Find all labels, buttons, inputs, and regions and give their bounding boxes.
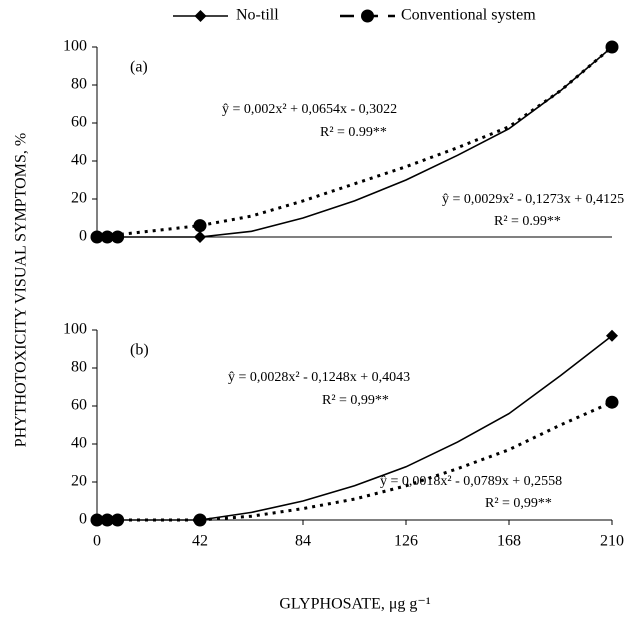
annotation: R² = 0.99** <box>320 125 387 140</box>
y-tick-label: 0 <box>79 228 87 245</box>
fit-line <box>97 46 613 238</box>
y-tick-label: 60 <box>71 397 87 414</box>
y-tick-label: 20 <box>71 473 87 490</box>
annotation: ŷ = 0,0028x² - 0,1248x + 0,4043 <box>228 370 410 385</box>
x-tick-label: 126 <box>394 533 418 550</box>
y-axis-title: PHYTHOTOXICITY VISUAL SYMPTOMS, % <box>13 133 30 447</box>
fit-line <box>97 335 613 521</box>
y-tick-label: 100 <box>63 321 87 338</box>
data-point <box>193 219 207 233</box>
panel-label: (a) <box>130 59 148 76</box>
data-point <box>90 230 104 244</box>
x-tick-label: 210 <box>600 533 624 550</box>
data-point <box>90 513 104 527</box>
data-point <box>606 329 618 342</box>
legend-marker <box>194 10 207 22</box>
x-tick-label: 0 <box>93 533 101 550</box>
data-point <box>194 231 206 243</box>
y-tick-label: 20 <box>71 190 87 207</box>
annotation: R² = 0,99** <box>485 496 552 511</box>
y-tick-label: 80 <box>71 76 87 93</box>
legend-marker <box>361 9 374 23</box>
annotation: ŷ = 0,002x² + 0,0654x - 0,3022 <box>222 102 397 117</box>
y-tick-label: 40 <box>71 152 87 169</box>
data-point <box>193 513 207 527</box>
data-point <box>100 513 114 527</box>
x-axis-title: GLYPHOSATE, μg g⁻¹ <box>279 596 431 613</box>
y-tick-label: 0 <box>79 511 87 528</box>
y-tick-label: 80 <box>71 359 87 376</box>
x-tick-label: 84 <box>295 533 311 550</box>
fit-line <box>96 45 613 239</box>
data-point <box>100 230 114 244</box>
y-tick-label: 60 <box>71 114 87 131</box>
data-point <box>111 230 125 244</box>
annotation: ŷ = 0,0029x² - 0,1273x + 0,4125 <box>442 192 624 207</box>
x-tick-label: 42 <box>192 533 208 550</box>
data-point <box>605 395 619 409</box>
annotation: R² = 0.99** <box>494 214 561 229</box>
data-point <box>605 40 619 54</box>
y-tick-label: 100 <box>63 38 87 55</box>
annotation: ŷ = 0,0018x² - 0,0789x + 0,2558 <box>380 474 562 489</box>
x-tick-label: 168 <box>497 533 521 550</box>
legend-label: Conventional system <box>401 7 536 24</box>
data-point <box>111 513 125 527</box>
fit-line <box>97 400 613 522</box>
legend-label: No-till <box>236 7 279 24</box>
panel-label: (b) <box>130 342 149 359</box>
y-tick-label: 40 <box>71 435 87 452</box>
annotation: R² = 0,99** <box>322 393 389 408</box>
